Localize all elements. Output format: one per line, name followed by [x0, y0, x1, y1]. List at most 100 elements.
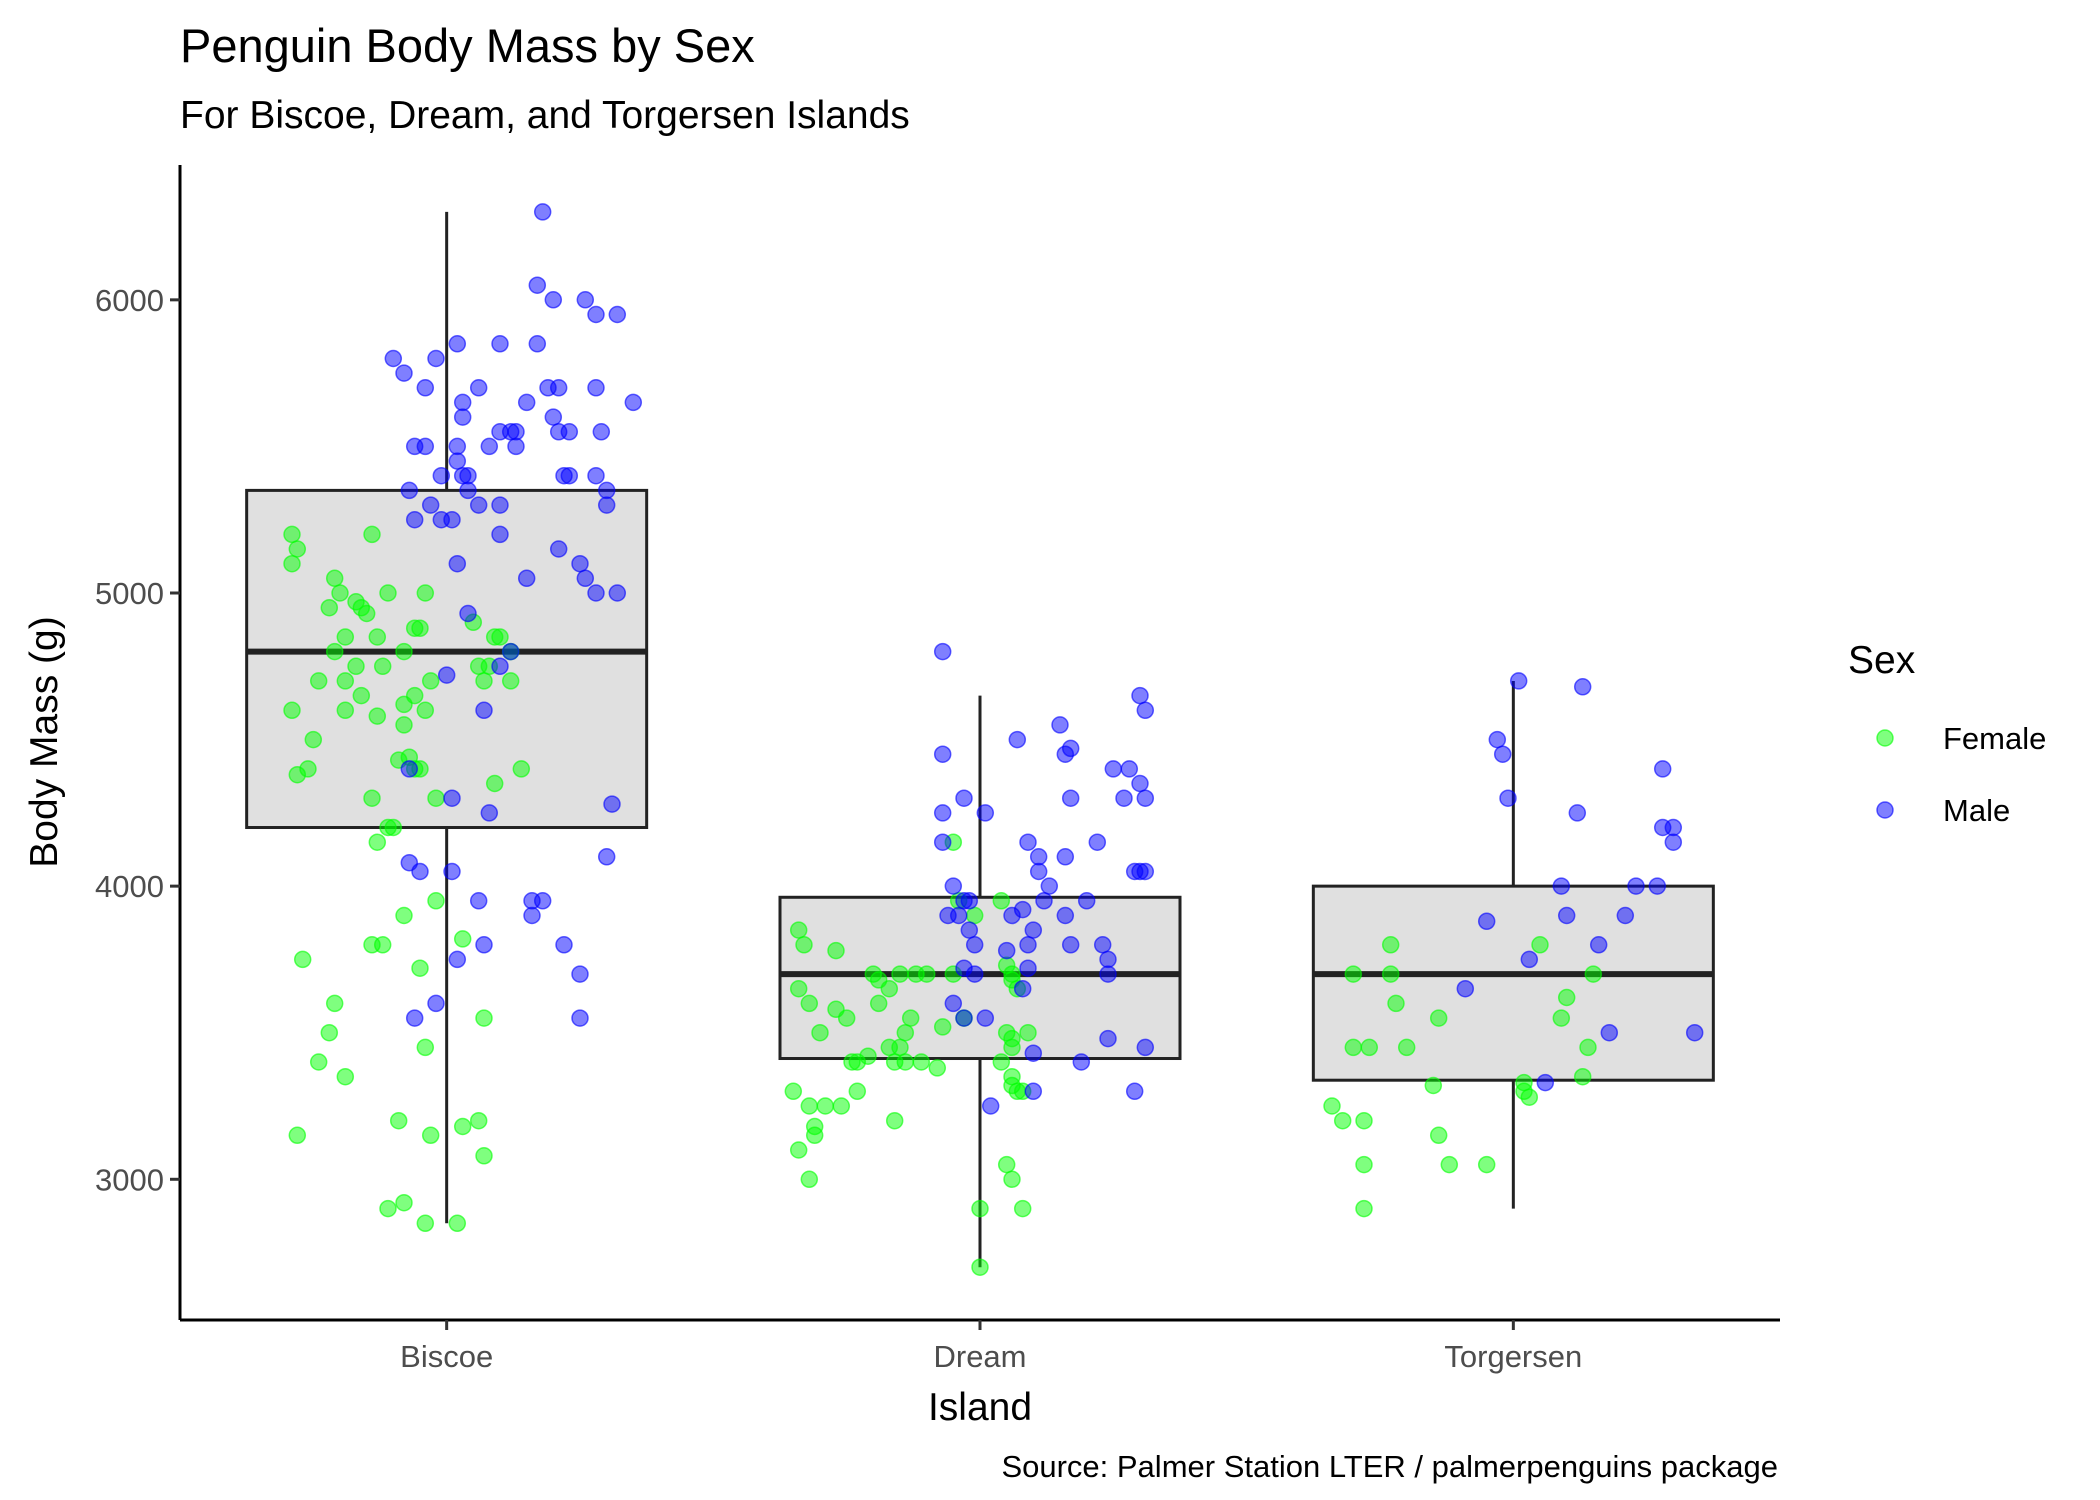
- data-point: [587, 584, 605, 602]
- data-point: [325, 994, 344, 1013]
- data-point: [576, 569, 595, 588]
- data-point: [448, 950, 467, 969]
- data-point: [1029, 862, 1048, 881]
- data-point: [320, 598, 339, 617]
- data-point: [992, 892, 1011, 910]
- x-tick-label: Torgersen: [1444, 1339, 1582, 1374]
- data-point: [443, 510, 461, 529]
- data-point: [1381, 965, 1400, 983]
- data-point: [1440, 1155, 1459, 1174]
- data-point: [443, 862, 461, 881]
- data-point: [288, 1126, 307, 1145]
- data-point: [1477, 912, 1496, 931]
- data-point: [1589, 936, 1608, 954]
- data-point: [1509, 672, 1528, 690]
- data-point: [1520, 1088, 1539, 1106]
- legend: Sex Female Male: [1848, 639, 2046, 828]
- data-point: [491, 525, 509, 544]
- data-point: [304, 730, 323, 749]
- data-point: [453, 393, 472, 412]
- data-point: [416, 437, 435, 456]
- data-point: [1131, 686, 1149, 705]
- data-point: [1531, 936, 1549, 954]
- data-point: [933, 833, 952, 851]
- data-point: [1557, 988, 1576, 1007]
- data-point: [395, 906, 413, 925]
- data-point: [405, 510, 424, 529]
- data-point: [1136, 789, 1155, 807]
- data-point: [1061, 789, 1080, 807]
- data-point: [1323, 1097, 1341, 1115]
- data-point: [443, 789, 461, 807]
- box-iqr: [245, 488, 649, 830]
- data-point: [1051, 716, 1069, 734]
- data-point: [1579, 1038, 1597, 1057]
- data-point: [885, 1111, 904, 1130]
- data-point: [1024, 921, 1043, 939]
- data-point: [459, 481, 477, 500]
- data-point: [1019, 833, 1037, 851]
- points-layer: [283, 203, 1704, 1276]
- data-point: [475, 701, 493, 720]
- data-point: [405, 686, 424, 705]
- data-point: [421, 496, 440, 514]
- data-point: [421, 672, 440, 690]
- data-point: [325, 569, 344, 588]
- data-point: [1397, 1038, 1416, 1057]
- data-point: [1061, 936, 1080, 954]
- data-point: [528, 276, 547, 294]
- data-point: [805, 1126, 824, 1145]
- data-point: [1136, 1038, 1155, 1057]
- data-point: [1355, 1199, 1373, 1218]
- data-point: [1024, 1044, 1043, 1062]
- data-point: [587, 305, 605, 324]
- data-point: [1344, 965, 1363, 983]
- data-point: [1573, 1067, 1592, 1086]
- data-point: [373, 936, 392, 954]
- data-point: [965, 965, 984, 983]
- data-point: [469, 1111, 488, 1130]
- data-point: [997, 1155, 1016, 1174]
- data-point: [624, 393, 643, 412]
- data-point: [1429, 1009, 1448, 1027]
- data-point: [1552, 1009, 1571, 1027]
- data-point: [1429, 1126, 1448, 1145]
- data-point: [1136, 862, 1155, 881]
- data-point: [1120, 760, 1139, 778]
- data-point: [1013, 979, 1032, 998]
- data-point: [587, 466, 605, 485]
- data-point: [336, 672, 355, 690]
- data-point: [597, 496, 616, 514]
- data-point: [789, 1141, 808, 1159]
- data-point: [1664, 833, 1683, 851]
- data-point: [501, 642, 520, 661]
- data-point: [1477, 1155, 1496, 1174]
- data-point: [1056, 906, 1075, 925]
- data-point: [544, 408, 563, 426]
- data-point: [555, 936, 573, 954]
- data-point: [453, 1117, 472, 1136]
- data-point: [549, 379, 568, 397]
- boxplot-biscoe: [245, 211, 649, 1224]
- data-point: [1019, 936, 1037, 954]
- data-point: [1499, 789, 1517, 807]
- y-tick-label: 5000: [95, 576, 164, 611]
- data-point: [1653, 760, 1672, 778]
- data-point: [560, 423, 579, 441]
- data-point: [1344, 1038, 1363, 1057]
- data-point: [571, 965, 589, 983]
- data-point: [981, 1097, 1000, 1115]
- data-point: [363, 525, 381, 544]
- data-point: [1099, 950, 1117, 969]
- data-point: [1024, 1082, 1043, 1101]
- data-point: [336, 701, 355, 720]
- legend-key-male: [1876, 801, 1894, 819]
- data-point: [395, 716, 413, 734]
- data-point: [448, 335, 467, 353]
- data-point: [832, 1097, 851, 1115]
- data-point: [507, 423, 525, 441]
- data-point: [411, 862, 429, 881]
- data-point: [437, 666, 456, 684]
- data-point: [891, 1038, 909, 1057]
- data-point: [1003, 1170, 1021, 1189]
